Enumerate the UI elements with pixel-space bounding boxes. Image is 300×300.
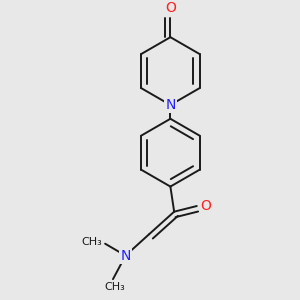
- Text: CH₃: CH₃: [82, 237, 103, 247]
- Text: CH₃: CH₃: [104, 282, 125, 292]
- Text: N: N: [120, 249, 131, 262]
- Text: N: N: [165, 98, 176, 112]
- Text: O: O: [165, 1, 176, 15]
- Text: O: O: [200, 199, 211, 213]
